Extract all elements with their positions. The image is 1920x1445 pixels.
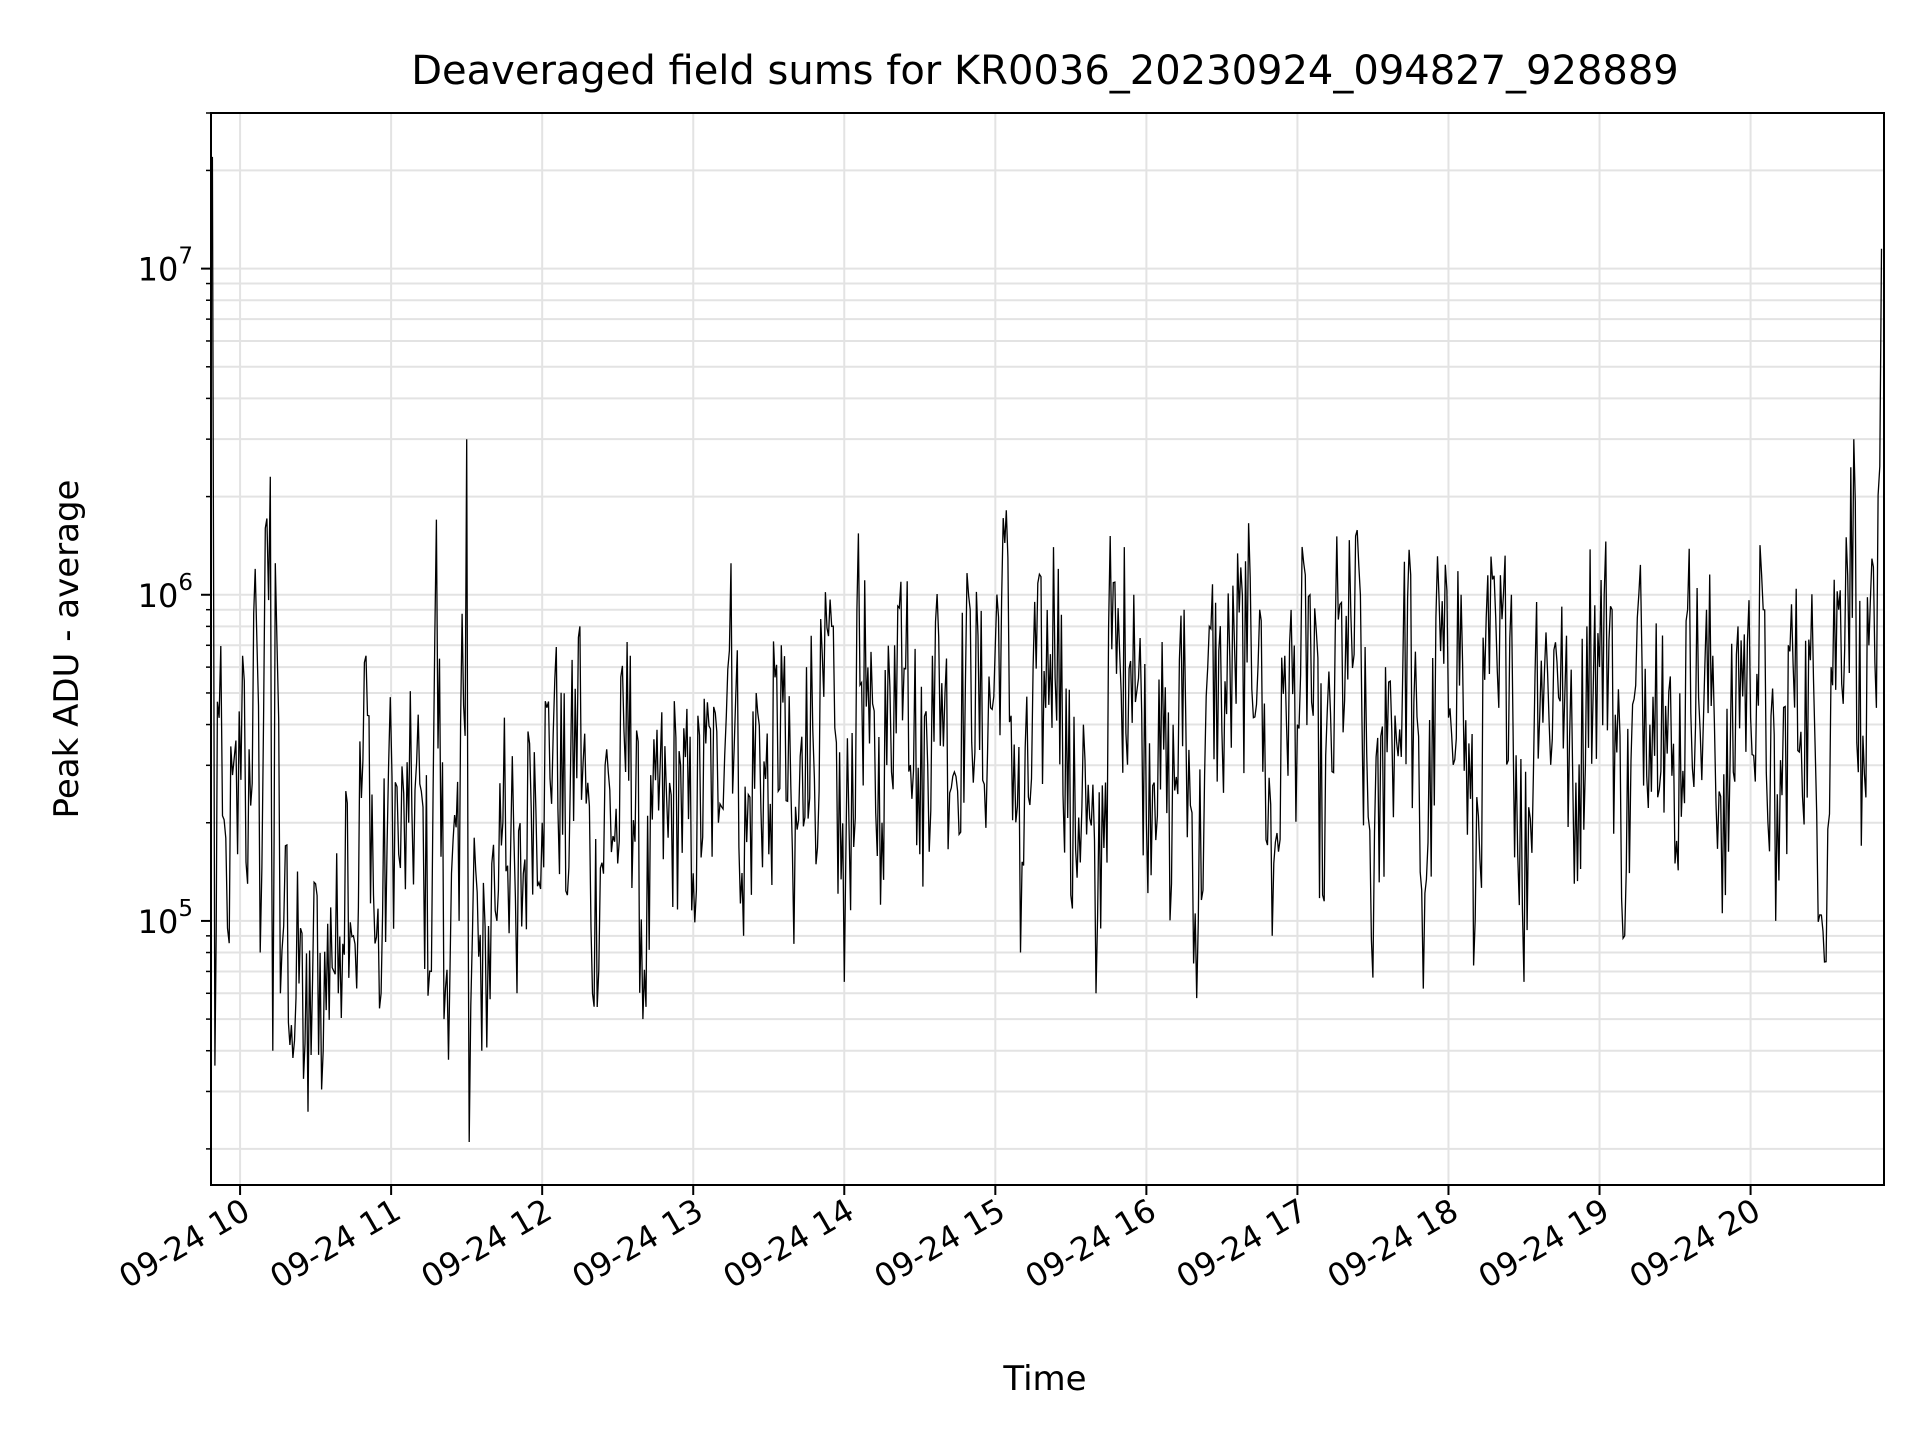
x-tick-label: 09-24 19	[1472, 1191, 1616, 1296]
series-line	[211, 156, 1883, 1143]
x-tick-label: 09-24 13	[566, 1191, 710, 1296]
x-axis: 09-24 10 09-24 11 09-24 12 09-24 13 09-24 14…	[112, 1185, 1767, 1296]
y-axis-label: Peak ADU - average	[47, 480, 87, 819]
x-tick-label: 09-24 20	[1623, 1191, 1767, 1296]
x-tick-label: 09-24 11	[264, 1191, 408, 1296]
plot-frame	[210, 112, 1885, 1186]
data-layer	[211, 156, 1883, 1143]
y-tick-exponent: 6	[178, 570, 193, 596]
grid	[211, 112, 1884, 1185]
x-tick-label: 09-24 16	[1019, 1191, 1163, 1296]
chart-title: Deaveraged field sums for KR0036_2023092…	[411, 48, 1679, 94]
y-tick-exponent: 5	[178, 896, 193, 922]
x-tick-label: 09-24 15	[868, 1191, 1012, 1296]
y-tick-base: 10	[138, 251, 179, 289]
y-tick-label: 106	[138, 570, 193, 615]
x-tick-label: 09-24 10	[112, 1191, 256, 1296]
x-tick-label: 09-24 14	[717, 1191, 861, 1296]
x-axis-label: Time	[1002, 1359, 1086, 1399]
y-tick-base: 10	[138, 577, 179, 615]
y-tick-label: 107	[138, 244, 193, 289]
y-tick-label: 105	[138, 896, 193, 941]
x-tick-label: 09-24 18	[1321, 1191, 1465, 1296]
y-tick-base: 10	[138, 903, 179, 941]
x-tick-label: 09-24 12	[415, 1191, 559, 1296]
x-tick-label: 09-24 17	[1170, 1191, 1314, 1296]
y-tick-exponent: 7	[178, 244, 193, 270]
